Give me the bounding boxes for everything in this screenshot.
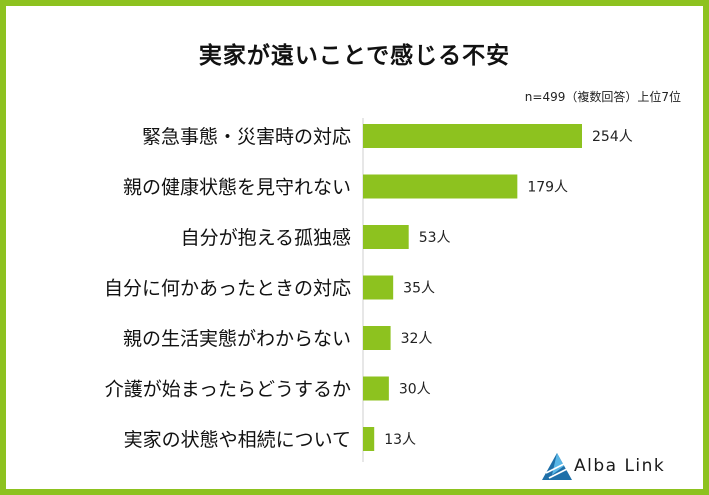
bar	[363, 427, 375, 451]
category-label: 自分に何かあったときの対応	[104, 278, 351, 300]
bar	[363, 275, 394, 300]
bar	[363, 174, 518, 199]
value-label: 32人	[401, 331, 433, 347]
value-label: 13人	[384, 432, 416, 448]
category-label: 実家の状態や相続について	[124, 429, 351, 451]
bar	[363, 326, 391, 350]
category-label: 自分が抱える孤独感	[181, 227, 351, 249]
sample-note: n=499（複数回答）上位7位	[524, 90, 681, 104]
logo-text: Alba Link	[574, 456, 666, 476]
category-label: 親の生活実態がわからない	[123, 328, 351, 350]
alba-link-logo: Alba Link	[540, 451, 690, 483]
value-label: 53人	[419, 230, 451, 246]
value-label: 35人	[403, 281, 435, 297]
bar	[363, 225, 409, 249]
value-label: 30人	[399, 382, 431, 398]
value-label: 254人	[592, 129, 633, 145]
category-label: 親の健康状態を見守れない	[123, 177, 351, 199]
bar	[363, 376, 389, 401]
value-label: 179人	[527, 180, 568, 196]
triangle-logo-icon	[542, 453, 572, 480]
chart-title: 実家が遠いことで感じる不安	[198, 43, 511, 69]
category-label: 緊急事態・災害時の対応	[142, 126, 351, 148]
category-label: 介護が始まったらどうするか	[105, 379, 351, 401]
bar	[363, 124, 582, 148]
